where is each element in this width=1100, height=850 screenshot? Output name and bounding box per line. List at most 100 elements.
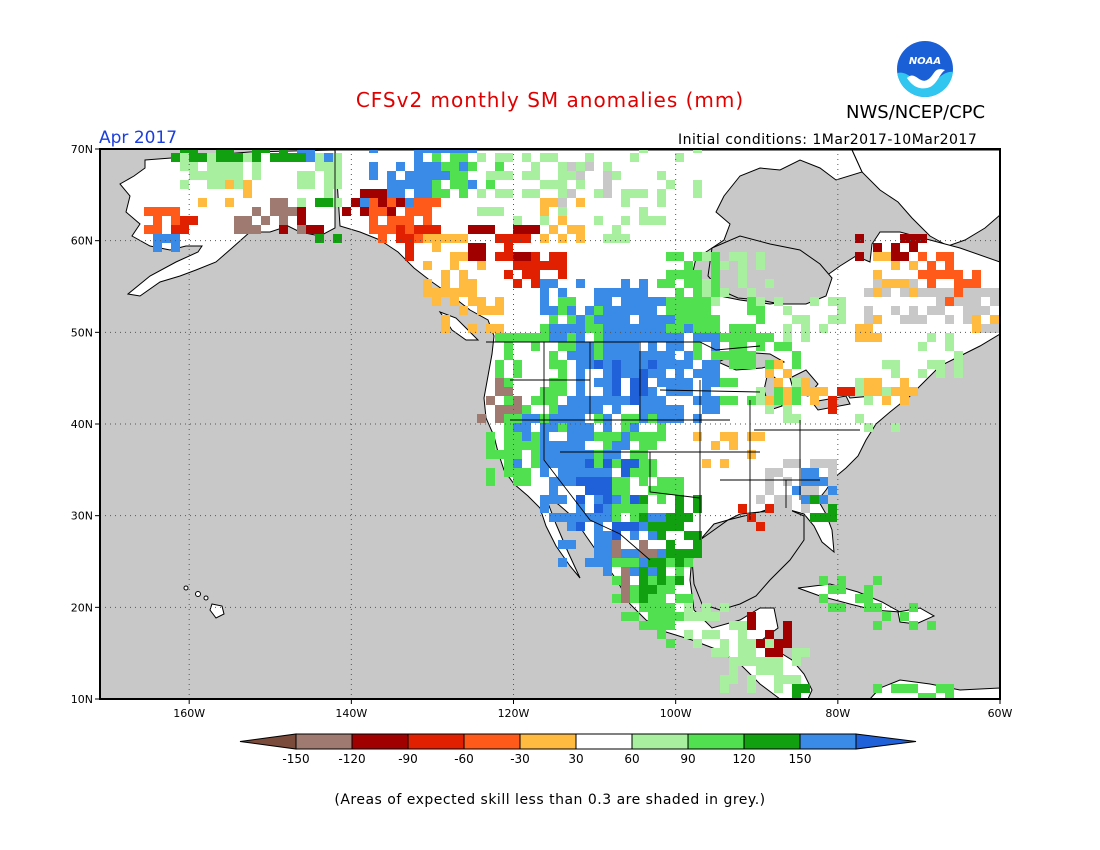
anomaly-cell xyxy=(495,162,504,171)
anomaly-cell xyxy=(819,459,828,468)
anomaly-cell xyxy=(657,486,666,495)
anomaly-cell xyxy=(693,540,702,549)
anomaly-cell xyxy=(387,225,396,234)
anomaly-cell xyxy=(963,315,972,324)
anomaly-cell xyxy=(234,171,243,180)
anomaly-cell xyxy=(171,216,180,225)
anomaly-cell xyxy=(531,396,540,405)
anomaly-cell xyxy=(684,279,693,288)
anomaly-cell xyxy=(549,405,558,414)
anomaly-cell xyxy=(234,216,243,225)
anomaly-cell xyxy=(891,369,900,378)
anomaly-cell xyxy=(360,207,369,216)
anomaly-cell xyxy=(810,468,819,477)
anomaly-cell xyxy=(504,405,513,414)
anomaly-cell xyxy=(765,648,774,657)
noaa-logo-text: NOAA xyxy=(909,56,941,67)
anomaly-cell xyxy=(405,243,414,252)
anomaly-cell xyxy=(531,414,540,423)
anomaly-cell xyxy=(954,351,963,360)
anomaly-cell xyxy=(612,378,621,387)
anomaly-cell xyxy=(504,468,513,477)
anomaly-cell xyxy=(927,360,936,369)
anomaly-cell xyxy=(558,306,567,315)
anomaly-cell xyxy=(324,198,333,207)
anomaly-cell xyxy=(576,198,585,207)
anomaly-cell xyxy=(549,324,558,333)
anomaly-cell xyxy=(585,423,594,432)
anomaly-cell xyxy=(639,324,648,333)
anomaly-cell xyxy=(657,351,666,360)
anomaly-cell xyxy=(162,207,171,216)
anomaly-cell xyxy=(603,459,612,468)
legend-label: 90 xyxy=(680,752,695,766)
anomaly-cell xyxy=(756,522,765,531)
anomaly-cell xyxy=(702,288,711,297)
anomaly-cell xyxy=(666,522,675,531)
cuba-island xyxy=(797,583,901,613)
anomaly-cell xyxy=(306,180,315,189)
anomaly-cell xyxy=(639,378,648,387)
lon-tick-label: 80W xyxy=(825,707,850,720)
anomaly-cell xyxy=(504,234,513,243)
anomaly-cell xyxy=(477,153,486,162)
anomaly-cell xyxy=(666,297,675,306)
anomaly-cell xyxy=(657,513,666,522)
anomaly-cell xyxy=(801,495,810,504)
anomaly-cell xyxy=(612,342,621,351)
anomaly-cell xyxy=(666,342,675,351)
anomaly-cell xyxy=(396,216,405,225)
anomaly-cell xyxy=(675,387,684,396)
anomaly-cell xyxy=(531,225,540,234)
anomaly-cell xyxy=(774,279,783,288)
anomaly-cell xyxy=(549,495,558,504)
anomaly-cell xyxy=(180,216,189,225)
anomaly-cell xyxy=(873,333,882,342)
anomaly-cell xyxy=(693,189,702,198)
anomaly-cell xyxy=(675,594,684,603)
anomaly-cell xyxy=(495,414,504,423)
anomaly-cell xyxy=(540,432,549,441)
anomaly-cell xyxy=(990,297,999,306)
anomaly-cell xyxy=(567,315,576,324)
anomaly-cell xyxy=(513,333,522,342)
anomaly-cell xyxy=(414,153,423,162)
anomaly-cell xyxy=(666,621,675,630)
anomaly-cell xyxy=(657,477,666,486)
anomaly-cell xyxy=(585,324,594,333)
anomaly-cell xyxy=(369,162,378,171)
anomaly-cell xyxy=(585,423,594,432)
anomaly-cell xyxy=(945,252,954,261)
anomaly-cell xyxy=(774,297,783,306)
anomaly-cell xyxy=(783,333,792,342)
anomaly-cell xyxy=(153,234,162,243)
anomaly-cell xyxy=(657,567,666,576)
anomaly-cell xyxy=(594,414,603,423)
anomaly-cell xyxy=(936,288,945,297)
anomaly-cell xyxy=(567,441,576,450)
anomaly-cell xyxy=(171,243,180,252)
anomaly-cell xyxy=(882,387,891,396)
anomaly-cell xyxy=(459,270,468,279)
anomaly-cell xyxy=(693,288,702,297)
anomaly-cell xyxy=(468,162,477,171)
anomaly-cell xyxy=(531,396,540,405)
anomaly-cell xyxy=(288,153,297,162)
anomaly-cell xyxy=(792,315,801,324)
anomaly-cell xyxy=(558,495,567,504)
anomaly-cell xyxy=(828,477,837,486)
anomaly-cell xyxy=(306,171,315,180)
anomaly-cell xyxy=(558,198,567,207)
anomaly-cell xyxy=(225,180,234,189)
anomaly-cell xyxy=(558,441,567,450)
anomaly-cell xyxy=(576,414,585,423)
anomaly-cell xyxy=(675,333,684,342)
anomaly-cell xyxy=(657,171,666,180)
anomaly-cell xyxy=(810,468,819,477)
anomaly-cell xyxy=(603,333,612,342)
anomaly-cell xyxy=(540,396,549,405)
anomaly-cell xyxy=(585,405,594,414)
anomaly-cell xyxy=(504,342,513,351)
anomaly-cell xyxy=(783,513,792,522)
anomaly-cell xyxy=(621,369,630,378)
